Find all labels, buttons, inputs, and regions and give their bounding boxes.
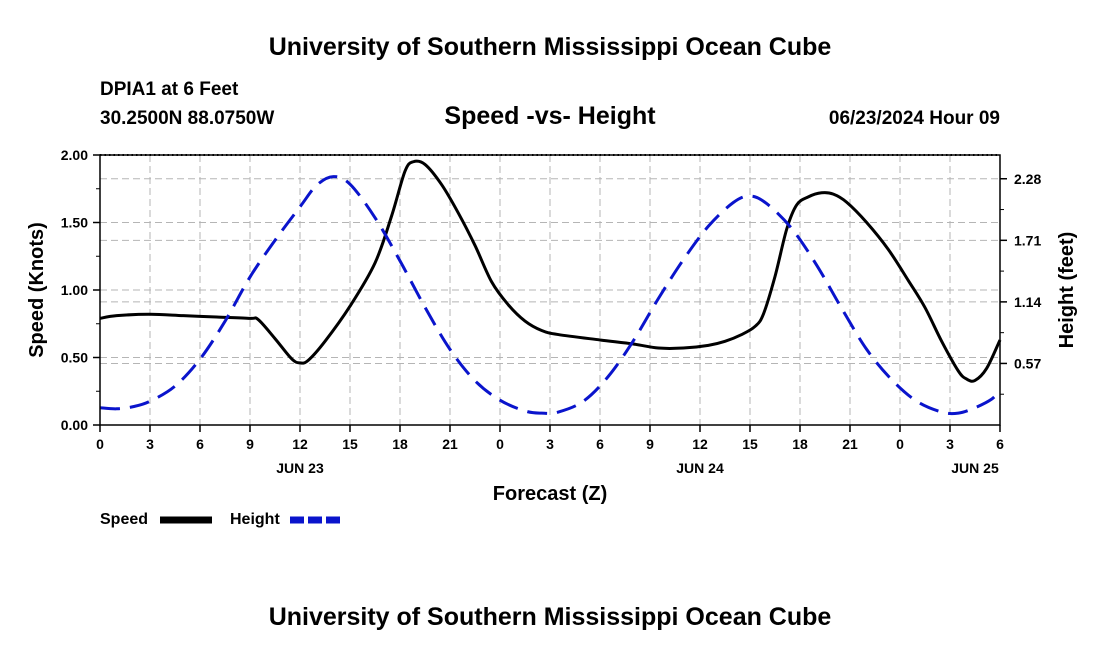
y-axis-label: Speed (Knots) [26, 222, 48, 358]
datetime-label: 06/23/2024 Hour 09 [829, 108, 1000, 129]
page-title: University of Southern Mississippi Ocean… [269, 33, 832, 61]
y-tick-label: 0.00 [61, 417, 88, 433]
x-tick-label: 9 [246, 436, 254, 452]
coordinates-label: 30.2500N 88.0750W [100, 108, 274, 129]
series-lines [99, 159, 1002, 416]
legend: Speed Height [100, 511, 342, 528]
axis-ticks: 0 3 6 9 12 15 18 21 0 3 6 9 12 15 18 21 0 3 6 JUN 23 JUN 24 J… [61, 147, 1042, 476]
legend-label-speed: Speed [100, 511, 148, 528]
x-tick-label: 21 [442, 436, 458, 452]
series-line-speed [99, 159, 1002, 383]
footer-title: University of Southern Mississippi Ocean… [269, 603, 832, 631]
y2-tick-label: 1.71 [1014, 232, 1041, 248]
x-tick-label: 6 [196, 436, 204, 452]
x-tick-label: 15 [742, 436, 758, 452]
x-tick-label: 3 [946, 436, 954, 452]
y-tick-label: 1.50 [61, 215, 88, 231]
y-tick-label: 0.50 [61, 350, 88, 366]
y2-tick-label: 0.57 [1014, 355, 1041, 371]
x-tick-label: 3 [146, 436, 154, 452]
chart-title: Speed -vs- Height [444, 102, 656, 130]
y2-tick-label: 2.28 [1014, 171, 1041, 187]
x-tick-label: 12 [692, 436, 708, 452]
x-tick-label: 0 [896, 436, 904, 452]
x-tick-label: 15 [342, 436, 358, 452]
y-tick-label: 2.00 [61, 147, 88, 163]
x-tick-label: 0 [496, 436, 504, 452]
series-line-height [99, 175, 1002, 416]
grid-lines [100, 155, 1000, 425]
x-tick-label: 12 [292, 436, 308, 452]
y-tick-label: 1.00 [61, 282, 88, 298]
x-tick-label: 3 [546, 436, 554, 452]
y2-tick-label: 1.14 [1014, 294, 1041, 310]
date-label: JUN 23 [276, 460, 324, 476]
date-label: JUN 25 [951, 460, 999, 476]
date-label: JUN 24 [676, 460, 724, 476]
x-tick-label: 0 [96, 436, 104, 452]
x-tick-label: 9 [646, 436, 654, 452]
station-label: DPIA1 at 6 Feet [100, 79, 239, 100]
x-tick-label: 18 [392, 436, 408, 452]
legend-label-height: Height [230, 511, 280, 528]
x-tick-label: 6 [596, 436, 604, 452]
x-axis-label: Forecast (Z) [493, 483, 607, 505]
x-tick-label: 18 [792, 436, 808, 452]
y2-axis-label: Height (feet) [1056, 232, 1078, 349]
x-tick-label: 6 [996, 436, 1004, 452]
x-tick-label: 21 [842, 436, 858, 452]
